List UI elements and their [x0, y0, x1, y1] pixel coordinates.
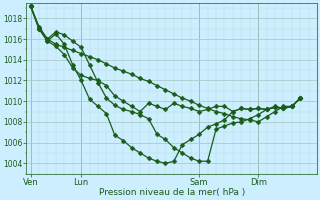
X-axis label: Pression niveau de la mer( hPa ): Pression niveau de la mer( hPa ) — [99, 188, 245, 197]
